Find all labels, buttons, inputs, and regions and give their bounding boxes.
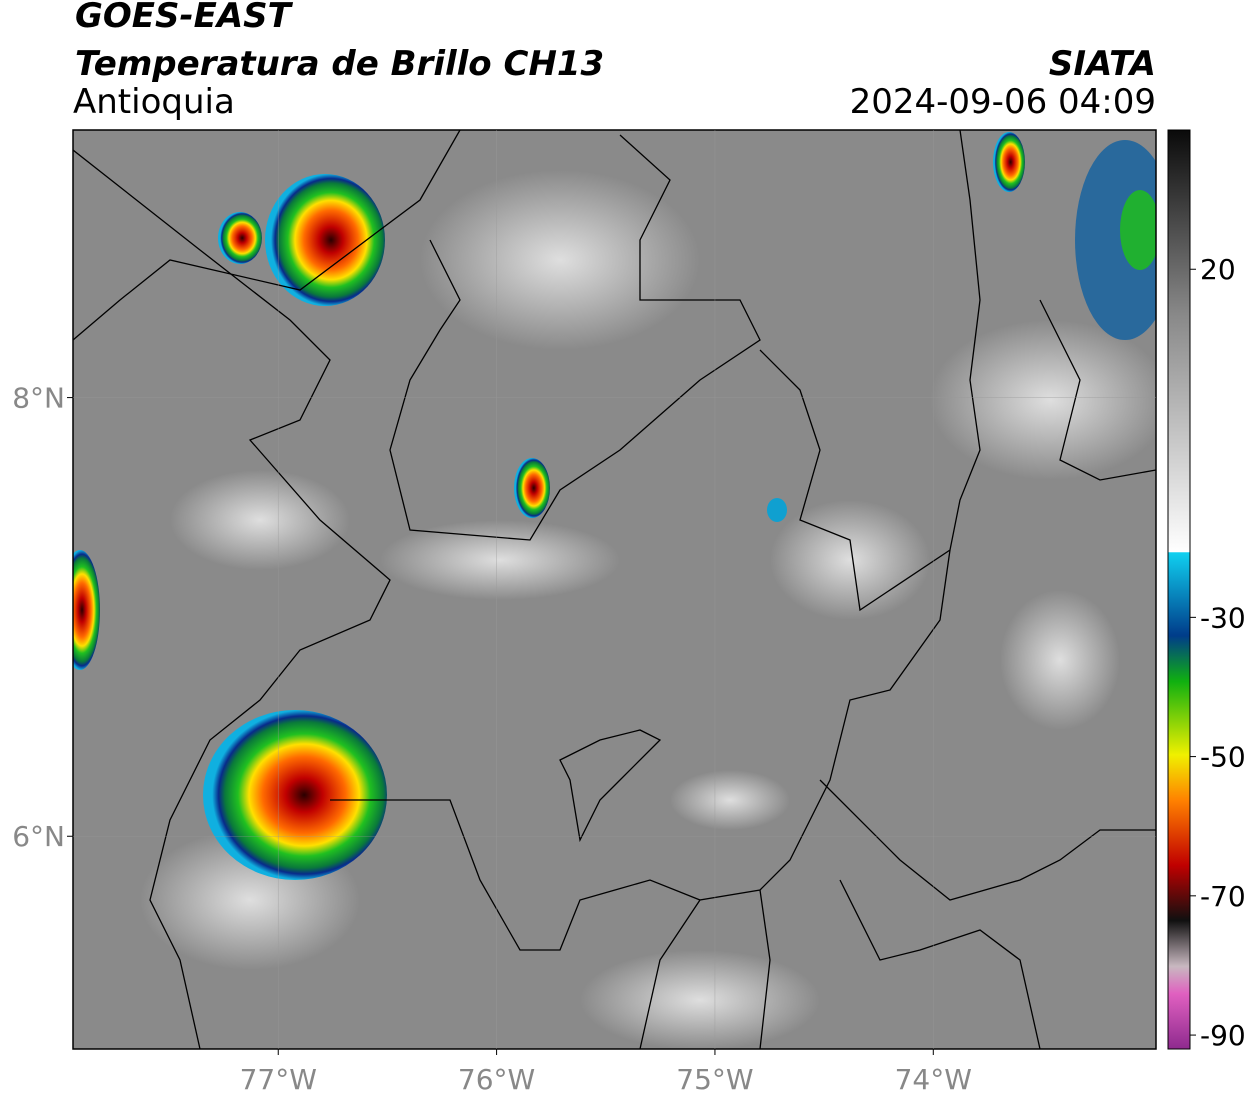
y-tick-label: 6°N — [12, 820, 65, 853]
satellite-title: GOES-EAST — [75, 0, 291, 36]
colorbar — [1167, 129, 1191, 1050]
source-label: SIATA — [1048, 44, 1156, 84]
satellite-image — [73, 130, 1156, 1049]
x-tick-label: 77°W — [240, 1063, 317, 1096]
colorbar-tick-label: -50 — [1200, 741, 1246, 774]
region-label: Antioquia — [73, 82, 235, 122]
x-tick-label: 76°W — [458, 1063, 535, 1096]
colorbar-tick-label: -90 — [1200, 1019, 1246, 1052]
colorbar-tick-label: 20 — [1200, 253, 1236, 286]
colorbar-tick-label: -30 — [1200, 601, 1246, 634]
map-frame — [72, 129, 1157, 1050]
datetime-label: 2024-09-06 04:09 — [849, 82, 1156, 122]
x-tick-label: 74°W — [895, 1063, 972, 1096]
y-tick-label: 8°N — [12, 382, 65, 415]
x-tick-label: 75°W — [676, 1063, 753, 1096]
product-title: Temperatura de Brillo CH13 — [75, 44, 605, 84]
colorbar-tick-label: -70 — [1200, 880, 1246, 913]
